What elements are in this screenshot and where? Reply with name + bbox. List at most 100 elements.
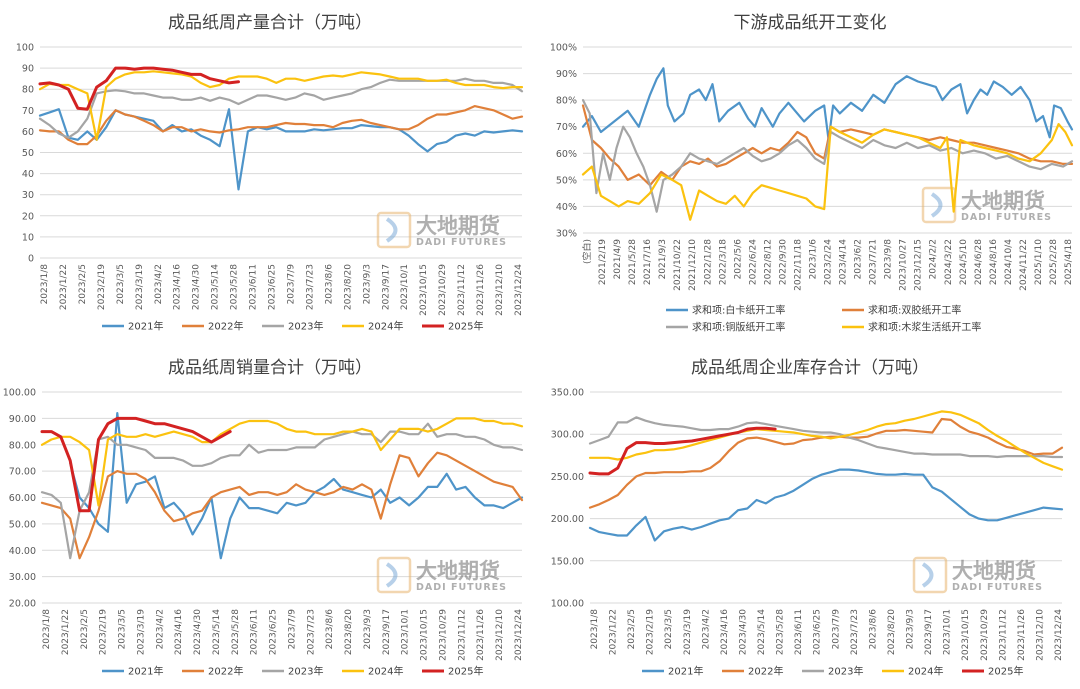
x-tick-label: 2023/5/14: [212, 609, 222, 655]
legend-label: 求和项:双胶纸开工率: [868, 304, 961, 317]
x-tick-label: 2024/8/16: [989, 239, 999, 285]
x-tick-label: 2023/4/2: [701, 609, 711, 649]
x-tick-label: 2023/1/22: [609, 609, 619, 655]
x-tick-label: 2023/3/5: [116, 264, 126, 304]
x-tick-label: 2023/10/29: [438, 609, 448, 661]
watermark-logo-frame: [376, 556, 412, 594]
x-tick-label: 2023/8/20: [344, 609, 354, 655]
y-tick-label: 20.00: [9, 599, 36, 610]
watermark-logo-mark: [930, 192, 943, 218]
y-tick-label: 40: [22, 169, 34, 180]
x-tick-label: 2023/12/10: [1035, 609, 1045, 661]
y-tick-label: 50: [22, 148, 34, 159]
chart-title: 成品纸周销量合计（万吨）: [168, 358, 372, 378]
watermark-text-en: DADI FUTURES: [961, 212, 1052, 223]
x-tick-label: 2023/6/25: [269, 609, 279, 655]
legend-label: 2025年: [448, 665, 483, 678]
legend-label: 2025年: [448, 320, 483, 333]
y-tick-label: 20: [22, 211, 34, 222]
legend-label: 2022年: [208, 320, 243, 333]
x-tick-label: 2023/7/23: [850, 609, 860, 655]
series-line: [581, 67, 1074, 142]
x-tick-label: 2023/8/6: [325, 609, 335, 650]
x-tick-label: 2021/10/22: [673, 239, 683, 291]
watermark-logo-mark: [385, 562, 398, 588]
y-tick-label: 80: [22, 85, 34, 96]
y-tick-label: 150.00: [551, 556, 584, 567]
x-tick-label: 2023/10/29: [980, 609, 990, 661]
series-line: [40, 416, 232, 513]
x-tick-label: 2023/11/12: [457, 609, 467, 661]
x-tick-label: 2023/10/15: [419, 264, 429, 316]
watermark-logo-mark: [921, 562, 934, 588]
x-tick-label: 2024/6/28: [974, 239, 984, 285]
x-tick-label: 2023/9/17: [924, 609, 934, 655]
legend-label: 2024年: [368, 320, 403, 333]
x-tick-label: 2023/4/30: [192, 264, 202, 310]
x-tick-label: 2023/6/11: [794, 609, 804, 655]
legend-label: 2021年: [668, 665, 703, 678]
x-tick-label: 2023/2/19: [99, 609, 109, 655]
x-tick-label: 2023/3/5: [664, 609, 674, 649]
series-line: [40, 417, 524, 507]
y-tick-label: 350.00: [551, 388, 584, 399]
series-line: [69, 412, 524, 560]
x-tick-label: 2023/12/15: [914, 239, 924, 291]
x-tick-label: 2023/3/19: [683, 609, 693, 655]
chart-title: 成品纸周企业库存合计（万吨）: [691, 358, 929, 378]
x-tick-label: 2021/2/19: [598, 239, 608, 285]
series-line: [38, 66, 240, 111]
x-tick-label: 2023/3/19: [135, 264, 145, 310]
x-tick-label: 2023/9/17: [381, 264, 391, 310]
chart-title: 成品纸周产量合计（万吨）: [168, 13, 372, 33]
watermark-logo-mark: [385, 217, 398, 243]
x-tick-label: 2023/2/5: [78, 264, 88, 304]
y-tick-label: 100%: [550, 43, 577, 54]
x-tick-label: 2023/1/22: [59, 264, 69, 310]
x-tick-label: 2022/3/18: [718, 239, 728, 285]
y-tick-label: 40.00: [9, 546, 36, 557]
x-tick-label: 2023/2/19: [97, 264, 107, 310]
x-tick-label: 2023/2/5: [80, 609, 90, 649]
watermark-text-cn: 大地期货: [416, 214, 500, 238]
x-tick-label: 2022/8/12: [763, 239, 773, 285]
series-line: [588, 410, 1064, 471]
x-tick-label: 2023/9/17: [382, 609, 392, 655]
x-tick-label: 2023/11/26: [1017, 609, 1027, 661]
y-tick-label: 40%: [556, 202, 577, 213]
x-tick-label: 2023/10/1: [400, 264, 410, 310]
x-tick-label: 2024/11/22: [1019, 239, 1029, 291]
x-tick-label: 2023/4/2: [154, 264, 164, 304]
x-tick-label: 2022/1/28: [703, 239, 713, 285]
x-tick-label: 2023/9/3: [363, 609, 373, 649]
y-tick-label: 10: [22, 232, 34, 243]
y-tick-label: 50%: [556, 175, 577, 186]
y-tick-label: 50.00: [9, 519, 36, 530]
series-line: [581, 123, 1074, 221]
legend-label: 2021年: [128, 320, 163, 333]
x-tick-label: 2023/1/8: [590, 609, 600, 650]
x-tick-label: 2024/10/4: [1004, 239, 1014, 285]
x-tick-label: 2023/8/6: [868, 609, 878, 650]
x-tick-label: 2023/7/9: [287, 609, 297, 650]
series-line: [38, 105, 524, 146]
x-tick-label: 2025/2/28: [1049, 239, 1059, 285]
x-tick-label: 2023/1/6: [808, 239, 818, 280]
x-tick-label: 2023/4/30: [738, 609, 748, 655]
x-tick-label: 2023/10/1: [401, 609, 411, 655]
series-line: [581, 104, 1074, 187]
x-tick-label: 2023/11/26: [476, 609, 486, 661]
x-tick-label: 2023/11/12: [998, 609, 1008, 661]
legend-label: 2023年: [828, 665, 863, 678]
x-tick-label: 2023/6/11: [249, 264, 259, 310]
x-tick-label: 2023/10/29: [438, 264, 448, 316]
x-tick-label: 2023/12/10: [495, 264, 505, 316]
y-tick-label: 100.00: [551, 599, 584, 610]
x-tick-label: 2022/9/30: [778, 239, 788, 285]
chart-operating-rate: 下游成品纸开工变化 30% 40% 50% 60% 70% 80% 90% 100% (空白) 2…: [540, 0, 1080, 344]
legend-label: 2024年: [908, 665, 943, 678]
watermark-text-cn: 大地期货: [952, 559, 1036, 583]
chart-operating-rate-svg: 30% 40% 50% 60% 70% 80% 90% 100% (空白) 2021/2/19 20…: [550, 43, 1074, 334]
x-tick-label: 2023/9/3: [362, 264, 372, 304]
legend-label: 求和项:木浆生活纸开工率: [868, 321, 981, 334]
